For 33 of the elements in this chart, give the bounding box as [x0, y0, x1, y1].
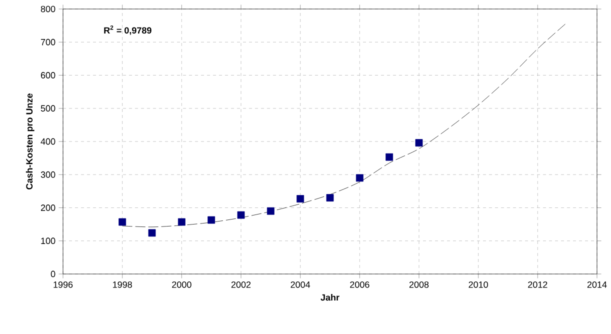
x-tick-label: 2014	[587, 281, 607, 288]
annotation: R$^{2}$ = 0,9789	[104, 26, 152, 35]
y-tick-label: 200	[40, 204, 56, 211]
y-tick-label: 700	[40, 38, 56, 46]
y-tick-label: 800	[40, 6, 56, 12]
y-tick-label: 500	[40, 105, 56, 112]
point	[296, 195, 304, 202]
x-tick-label: 2000	[172, 281, 192, 288]
y-axis-title: Cash-Kosten pro Unze	[26, 94, 34, 190]
point	[386, 153, 394, 161]
x-tick-label: 2002	[231, 281, 251, 288]
point	[326, 194, 334, 202]
y-tick-label: 0	[50, 270, 56, 278]
x-tick-label: 1996	[54, 281, 73, 288]
x-tick-label: 2010	[468, 281, 488, 288]
x-tick-label: 2008	[409, 281, 429, 288]
y-tick-label: 600	[40, 72, 56, 78]
y-tick-label: 400	[40, 138, 56, 145]
point	[356, 174, 364, 182]
x-tick-label: 1998	[113, 281, 132, 288]
point	[148, 229, 156, 237]
x-axis-title: Jahr	[320, 294, 340, 301]
x-tick-label: 2012	[528, 281, 548, 288]
point	[266, 207, 274, 215]
x-tick-label: 2006	[350, 281, 370, 288]
point	[208, 216, 216, 224]
x-tick-label: 2004	[290, 281, 310, 288]
point	[118, 218, 126, 226]
y-tick-label: 300	[40, 171, 56, 178]
y-tick-label: 100	[41, 238, 56, 244]
point	[415, 139, 423, 147]
point	[178, 218, 186, 226]
point	[237, 211, 245, 219]
